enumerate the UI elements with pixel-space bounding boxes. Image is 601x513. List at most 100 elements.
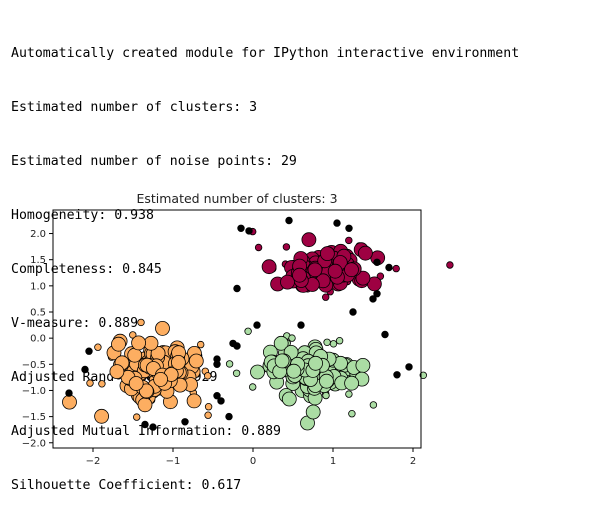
cluster-3-border-point xyxy=(323,338,331,346)
cluster-3-border-point xyxy=(419,371,427,379)
noise-point xyxy=(253,321,261,329)
y-tick-label: −1.5 xyxy=(22,412,46,423)
cluster-3-core-point xyxy=(308,355,324,371)
cluster-1-core-point xyxy=(301,232,317,248)
cluster-2-core-point xyxy=(111,336,126,352)
console-line-completeness: Completeness: 0.845 xyxy=(11,262,162,277)
noise-point xyxy=(85,347,93,355)
cluster-2-core-point xyxy=(170,354,186,370)
cluster-1-border-point xyxy=(254,243,263,252)
cluster-3-core-point xyxy=(355,357,371,373)
cluster-1-core-point xyxy=(307,262,323,278)
cluster-3-border-point xyxy=(345,390,353,398)
points-layer xyxy=(62,216,454,431)
cluster-3-border-point xyxy=(244,327,252,335)
cluster-2-core-point xyxy=(143,335,159,351)
noise-point xyxy=(405,363,413,371)
cluster-2-border-point xyxy=(137,318,145,327)
cluster-3-border-point xyxy=(348,410,356,418)
cluster-3-core-point xyxy=(344,375,360,391)
cluster-2-border-point xyxy=(203,372,212,380)
noise-point xyxy=(373,258,381,266)
cluster-1-border-point xyxy=(376,272,385,280)
cluster-1-core-point xyxy=(261,259,277,275)
console-line-homogeneity: Homogeneity: 0.938 xyxy=(11,208,154,223)
cluster-2-core-point xyxy=(137,397,153,413)
noise-point xyxy=(393,371,401,379)
cluster-1-border-point xyxy=(392,264,400,273)
noise-point xyxy=(345,224,353,232)
noise-point xyxy=(245,227,253,235)
x-tick-label: −1 xyxy=(166,456,181,467)
cluster-3-core-point xyxy=(305,404,321,420)
cluster-1-border-point xyxy=(282,243,291,251)
console-line-module: Automatically created module for IPython… xyxy=(11,46,520,61)
noise-point xyxy=(217,397,225,405)
plot-title: Estimated number of clusters: 3 xyxy=(136,191,337,206)
axes-layer: −2 −1 0 1 2 2.0 1.5 1.0 0.5 0.0 −0.5 −1.0 −1.5 −2.0 xyxy=(22,229,416,467)
y-tick-label: −2.0 xyxy=(22,438,46,449)
cluster-2-core-point xyxy=(94,408,109,424)
noise-point xyxy=(285,216,293,225)
cluster-1-core-point xyxy=(319,246,335,262)
console-line-v-measure: V-measure: 0.889 xyxy=(11,316,139,331)
cluster-2-core-point xyxy=(155,320,170,336)
cluster-2-core-point xyxy=(188,353,204,369)
noise-point xyxy=(333,219,341,227)
cluster-1-border-point xyxy=(446,261,454,269)
y-tick-label: 2.0 xyxy=(30,229,46,240)
noise-point xyxy=(381,330,389,339)
cluster-1-border-point xyxy=(322,293,330,301)
cluster-3-core-point xyxy=(274,353,290,369)
y-tick-label: −1.0 xyxy=(22,386,46,397)
y-tick-label: 1.0 xyxy=(30,281,46,292)
cluster-3-core-point xyxy=(281,391,297,407)
cluster-2-core-point xyxy=(128,376,144,391)
noise-point xyxy=(81,365,89,374)
cluster-2-border-point xyxy=(204,411,212,419)
cluster-2-core-point xyxy=(186,393,202,409)
cluster-3-border-point xyxy=(369,401,378,409)
cluster-2-border-point xyxy=(129,331,137,339)
noise-point xyxy=(385,263,393,272)
cluster-3-border-point xyxy=(248,383,257,391)
cluster-3-border-point xyxy=(232,369,241,377)
cluster-3-core-point xyxy=(273,335,289,351)
cluster-3-border-point xyxy=(322,391,330,400)
x-tick-label: −2 xyxy=(86,456,101,467)
noise-point xyxy=(369,295,377,303)
console-line-noise: Estimated number of noise points: 29 xyxy=(11,154,297,169)
cluster-2-border-point xyxy=(204,403,213,411)
cluster-1-core-point xyxy=(327,263,343,279)
cluster-2-border-point xyxy=(94,343,102,351)
noise-point xyxy=(349,308,357,316)
cluster-2-core-point xyxy=(127,347,143,363)
cluster-2-core-point xyxy=(131,335,147,351)
noise-point xyxy=(65,389,73,397)
console-line-ami: Adjusted Mutual Information: 0.889 xyxy=(11,424,281,439)
scatter-plot: Estimated number of clusters: 3 −2 −1 0 1 2 2… xyxy=(22,191,454,467)
cluster-3-border-point xyxy=(225,360,234,368)
y-tick-label: −0.5 xyxy=(22,360,46,371)
noise-point xyxy=(149,423,157,431)
noise-point xyxy=(237,224,245,232)
x-tick-label: 1 xyxy=(330,456,336,467)
console-line-clusters: Estimated number of clusters: 3 xyxy=(11,100,258,115)
cluster-3-border-point xyxy=(335,337,344,345)
noise-point xyxy=(213,392,221,400)
cluster-2-border-point xyxy=(98,380,106,388)
noise-point xyxy=(141,420,149,429)
cluster-2-core-point xyxy=(138,383,154,399)
y-tick-label: 0.5 xyxy=(30,308,46,319)
noise-point xyxy=(225,412,233,421)
noise-point xyxy=(297,321,305,329)
cluster-1-core-point xyxy=(355,270,371,286)
x-tick-label: 0 xyxy=(250,456,256,467)
cluster-2-border-point xyxy=(86,379,94,387)
cluster-3-core-point xyxy=(319,373,334,389)
cluster-2-border-point xyxy=(132,413,141,421)
cluster-2-border-point xyxy=(196,340,205,349)
cluster-3-core-point xyxy=(250,364,265,380)
cluster-3-core-point xyxy=(286,363,302,379)
cluster-2-core-point xyxy=(153,371,169,387)
